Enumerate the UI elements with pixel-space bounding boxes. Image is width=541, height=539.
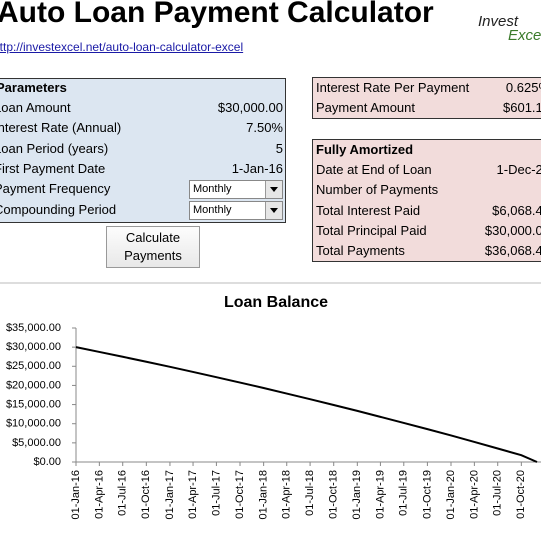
dropdown[interactable]: Monthly bbox=[189, 200, 283, 220]
x-tick-label: 01-Jan-19 bbox=[351, 470, 363, 520]
page-title: Auto Loan Payment Calculator bbox=[0, 0, 434, 29]
x-tick-label: 01-Oct-18 bbox=[328, 470, 340, 519]
x-tick-label: 01-Jul-17 bbox=[210, 470, 222, 516]
y-tick-label: $35,000.00 bbox=[6, 322, 61, 334]
y-tick-label: $0.00 bbox=[33, 456, 61, 468]
row-label: Compounding Period bbox=[0, 201, 117, 217]
row-label: Loan Amount bbox=[0, 100, 71, 115]
x-tick-label: 01-Oct-17 bbox=[234, 470, 246, 519]
x-tick-label: 01-Oct-16 bbox=[140, 470, 152, 519]
row-label: First Payment Date bbox=[0, 160, 106, 176]
balance-line bbox=[75, 346, 538, 463]
x-tick-label: 01-Jan-16 bbox=[70, 470, 82, 520]
x-tick-label: 01-Apr-16 bbox=[93, 470, 105, 519]
row-value: 5 bbox=[275, 140, 283, 156]
x-tick-label: 01-Jul-16 bbox=[117, 470, 129, 516]
row-label: Number of Payments bbox=[316, 182, 439, 198]
row-label: Payment Amount bbox=[316, 100, 415, 116]
y-tick-label: $15,000.00 bbox=[6, 398, 61, 410]
logo-text: Invest bbox=[478, 13, 519, 30]
panel-heading: Parameters bbox=[0, 80, 67, 95]
x-tick-label: 01-Jul-18 bbox=[304, 470, 316, 516]
dropdown[interactable]: Monthly bbox=[189, 180, 283, 200]
row-value: $30,000.00 bbox=[217, 100, 283, 115]
x-tick-label: 01-Apr-20 bbox=[468, 470, 480, 519]
row-label: Interest Rate Per Payment bbox=[316, 80, 470, 95]
dropdown-arrow[interactable] bbox=[265, 181, 282, 199]
logo-text: Excel bbox=[508, 27, 541, 44]
y-tick-label: $10,000.00 bbox=[6, 418, 61, 430]
x-tick-label: 01-Oct-19 bbox=[421, 470, 433, 519]
y-tick-label: $30,000.00 bbox=[6, 341, 61, 353]
y-tick-label: $20,000.00 bbox=[6, 379, 61, 391]
payment-panel bbox=[312, 77, 541, 119]
row-value: $36,068.40 bbox=[484, 243, 541, 259]
row-value: 1-Dec-20 bbox=[496, 162, 541, 177]
row-value: $601.14 bbox=[503, 100, 541, 116]
x-tick-label: 01-Apr-19 bbox=[374, 470, 386, 519]
row-label: Total Interest Paid bbox=[316, 202, 421, 218]
dropdown-value: Monthly bbox=[193, 203, 232, 216]
x-tick-label: 01-Jan-20 bbox=[445, 470, 457, 520]
row-value: $30,000.00 bbox=[484, 222, 541, 238]
y-tick-label: $25,000.00 bbox=[6, 360, 61, 372]
row-value: 0.625% bbox=[505, 80, 541, 95]
x-tick-label: 01-Oct-20 bbox=[515, 470, 527, 519]
x-tick-label: 01-Apr-18 bbox=[281, 470, 293, 519]
x-tick-label: 01-Jan-17 bbox=[164, 470, 176, 520]
row-label: Payment Frequency bbox=[0, 181, 111, 197]
chart-title: Loan Balance bbox=[224, 294, 328, 311]
row-value: 1-Jan-16 bbox=[231, 160, 283, 176]
dropdown-arrow[interactable] bbox=[265, 201, 282, 219]
row-label: Date at End of Loan bbox=[316, 162, 432, 177]
x-tick-label: 01-Jul-19 bbox=[398, 470, 410, 516]
x-tick-label: 01-Jan-18 bbox=[258, 470, 270, 520]
x-tick-label: 01-Jul-20 bbox=[492, 470, 504, 516]
x-tick-label: 01-Apr-17 bbox=[187, 470, 199, 519]
row-label: Interest Rate (Annual) bbox=[0, 120, 122, 136]
row-label: Loan Period (years) bbox=[0, 140, 109, 156]
row-value: 7.50% bbox=[246, 120, 283, 136]
url-link[interactable]: http://investexcel.net/auto-loan-calcula… bbox=[0, 40, 244, 54]
calculate-button[interactable]: Calculate Payments bbox=[106, 226, 200, 268]
row-label: Total Principal Paid bbox=[316, 222, 427, 238]
panel-heading: Fully Amortized bbox=[316, 142, 414, 157]
dropdown-value: Monthly bbox=[193, 183, 232, 196]
amortized-panel bbox=[312, 139, 541, 262]
row-value: $6,068.40 bbox=[492, 202, 541, 218]
row-label: Total Payments bbox=[316, 243, 405, 259]
y-tick-label: $5,000.00 bbox=[12, 437, 61, 449]
